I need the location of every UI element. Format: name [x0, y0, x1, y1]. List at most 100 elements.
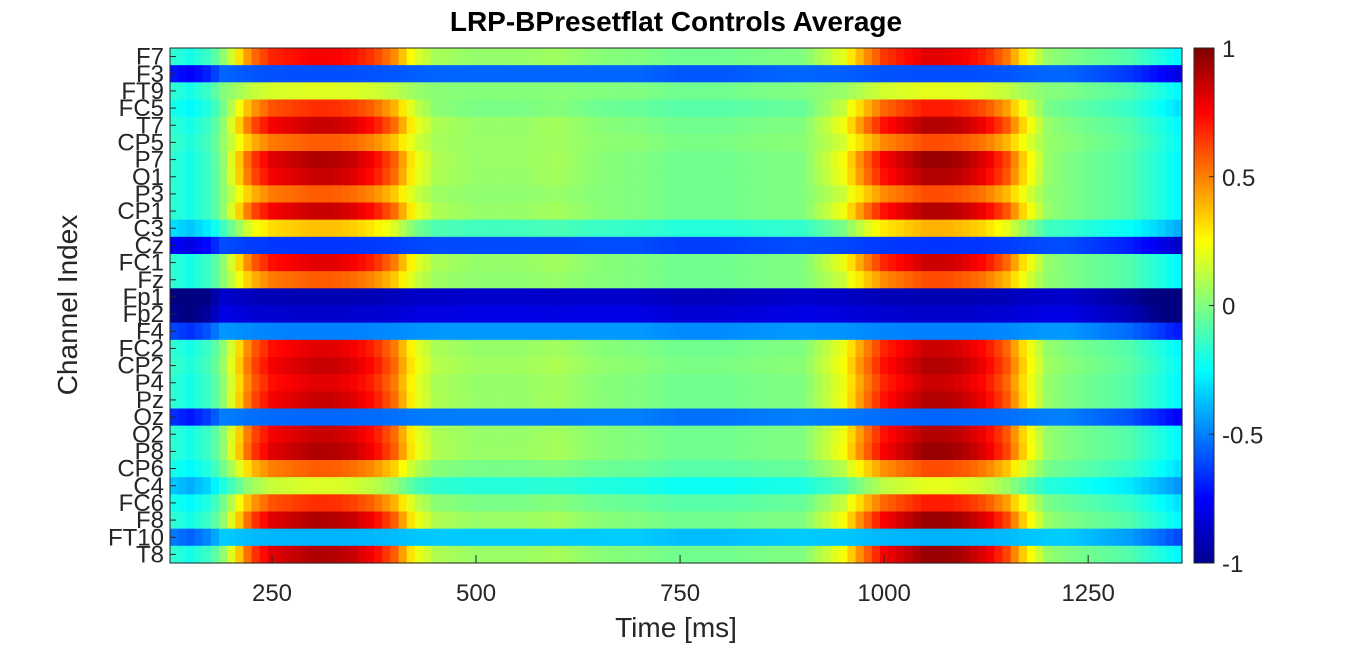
heatmap-cell: [218, 271, 228, 289]
heatmap-cell: [929, 219, 938, 238]
heatmap-cell: [561, 391, 571, 410]
heatmap-cell: [463, 460, 473, 478]
heatmap-cell: [545, 339, 555, 358]
heatmap-cell: [937, 254, 946, 272]
heatmap-cell: [1149, 82, 1159, 101]
heatmap-cell: [1108, 545, 1118, 564]
heatmap-cell: [937, 82, 946, 101]
heatmap-cell: [700, 322, 710, 341]
heatmap-cell: [667, 202, 677, 221]
heatmap-cell: [390, 528, 400, 547]
y-tick-label-ft10: FT10: [108, 524, 164, 551]
heatmap-cell: [1124, 408, 1134, 427]
heatmap-cell: [986, 219, 995, 238]
heatmap-cell: [863, 494, 873, 513]
heatmap-cell: [202, 494, 212, 513]
heatmap-cell: [888, 82, 897, 101]
heatmap-cell: [480, 545, 489, 564]
heatmap-cell: [227, 425, 236, 444]
heatmap-cell: [700, 339, 710, 358]
heatmap-cell: [284, 391, 294, 410]
heatmap-cell: [586, 65, 595, 83]
heatmap-cell: [937, 494, 946, 513]
heatmap-cell: [512, 425, 522, 444]
heatmap-cell: [1116, 494, 1126, 513]
heatmap-cell: [1035, 305, 1044, 324]
heatmap-cell: [1100, 151, 1110, 169]
heatmap-cell: [863, 288, 873, 307]
heatmap-cell: [553, 494, 563, 513]
heatmap-cell: [374, 391, 383, 410]
heatmap-cell: [1018, 219, 1028, 238]
heatmap-cell: [1116, 65, 1126, 83]
heatmap-cell: [569, 408, 579, 427]
heatmap-cell: [667, 271, 677, 289]
heatmap-cell: [855, 65, 865, 83]
heatmap-cell: [1092, 511, 1101, 530]
heatmap-cell: [708, 391, 718, 410]
heatmap-cell: [1100, 219, 1110, 238]
heatmap-cell: [496, 408, 506, 427]
heatmap-cell: [251, 185, 261, 204]
heatmap-cell: [218, 408, 228, 427]
heatmap-cell: [684, 219, 693, 238]
heatmap-cell: [194, 339, 204, 358]
heatmap-cell: [1002, 254, 1012, 272]
heatmap-cell: [374, 271, 383, 289]
heatmap-cell: [178, 82, 187, 101]
heatmap-cell: [643, 460, 653, 478]
y-tick-label-f7: F7: [136, 44, 164, 71]
heatmap-cell: [1116, 133, 1126, 152]
heatmap-cell: [798, 48, 808, 66]
heatmap-cell: [676, 236, 685, 255]
heatmap-cell: [708, 477, 718, 495]
heatmap-cell: [708, 133, 718, 152]
heatmap-cell: [431, 494, 440, 513]
heatmap-cell: [406, 48, 416, 66]
heatmap-cell: [1108, 82, 1118, 101]
heatmap-cell: [969, 219, 979, 238]
heatmap-cell: [692, 271, 702, 289]
heatmap-cell: [414, 494, 424, 513]
heatmap-cell: [1075, 185, 1085, 204]
heatmap-cell: [439, 116, 449, 135]
heatmap-cell: [365, 185, 375, 204]
heatmap-cell: [414, 357, 424, 375]
heatmap-cell: [1116, 425, 1126, 444]
heatmap-cell: [953, 545, 963, 564]
heatmap-cell: [480, 151, 489, 169]
heatmap-cell: [676, 271, 685, 289]
heatmap-cell: [1059, 357, 1069, 375]
heatmap-cell: [1010, 48, 1020, 66]
heatmap-cell: [977, 133, 987, 152]
heatmap-cell: [986, 460, 995, 478]
heatmap-cell: [349, 219, 359, 238]
heatmap-cell: [423, 460, 432, 478]
heatmap-cell: [1092, 236, 1101, 255]
heatmap-cell: [284, 133, 294, 152]
heatmap-cell: [325, 82, 334, 101]
heatmap-cell: [267, 168, 277, 186]
heatmap-cell: [341, 185, 351, 204]
heatmap-cell: [904, 391, 914, 410]
heatmap-cell: [773, 271, 783, 289]
heatmap-cell: [651, 305, 661, 324]
heatmap-cell: [186, 219, 196, 238]
heatmap-cell: [1157, 391, 1167, 410]
heatmap-cell: [667, 374, 677, 392]
heatmap-cell: [267, 511, 277, 530]
heatmap-cell: [1173, 288, 1183, 307]
heatmap-cell: [871, 116, 881, 135]
heatmap-cell: [210, 442, 220, 461]
heatmap-cell: [610, 477, 620, 495]
heatmap-cell: [390, 545, 400, 564]
heatmap-cell: [1018, 460, 1028, 478]
heatmap-cell: [178, 391, 187, 410]
heatmap-cell: [1026, 133, 1036, 152]
heatmap-cell: [284, 545, 294, 564]
heatmap-cell: [512, 82, 522, 101]
heatmap-cell: [659, 82, 669, 101]
heatmap-cell: [643, 442, 653, 461]
heatmap-cell: [659, 545, 669, 564]
heatmap-cell: [520, 305, 530, 324]
